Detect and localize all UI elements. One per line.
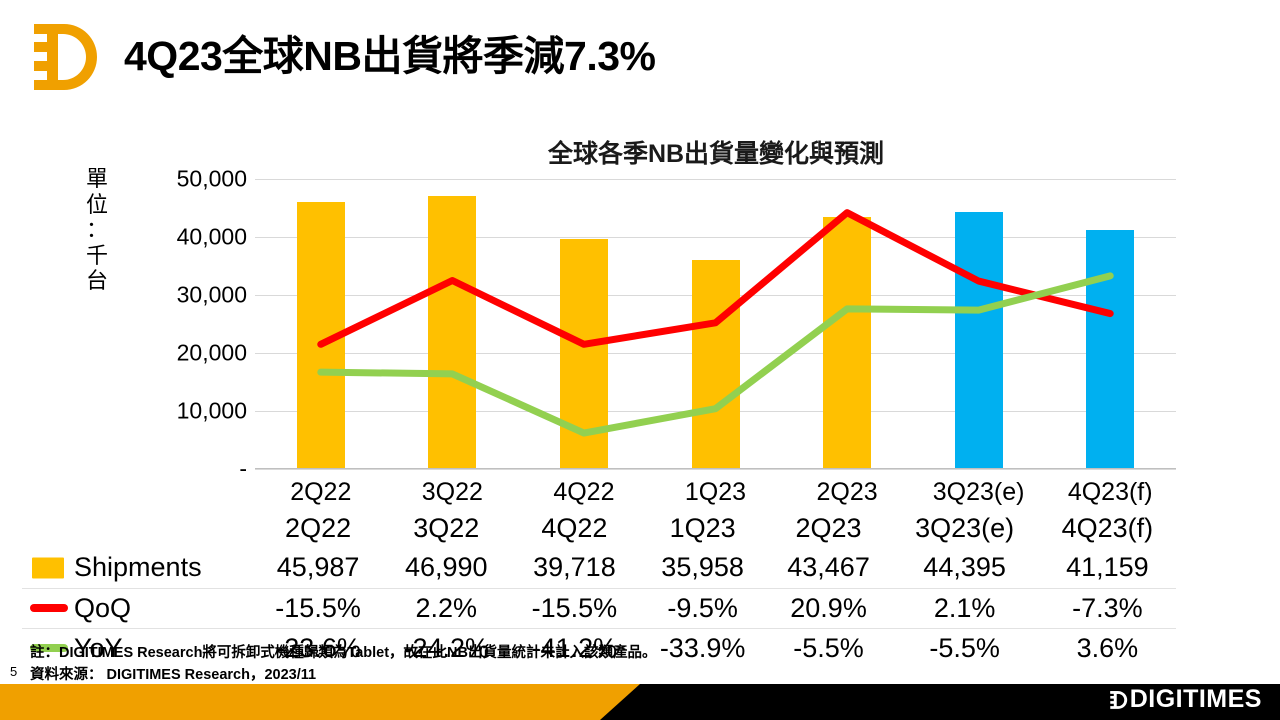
table-cell-yoy-2Q23: -5.5% [766, 627, 891, 668]
legend-marker-shipments-icon [32, 557, 64, 579]
table-row: QoQ -15.5% 2.2% -15.5% -9.5% 20.9% 2.1% -7.3% [22, 587, 1176, 628]
table-cell-shipments-2Q22: 45,987 [276, 552, 360, 583]
table-cell-yoy-2Q22: -23.6% [254, 627, 383, 668]
brand-d-icon [1109, 690, 1127, 709]
legend-item-qoq: QoQ [22, 587, 254, 628]
x-axis-tick-1Q23: 1Q23 [684, 478, 747, 506]
footnote-note: 註：DIGITIMES Research將可拆卸式機種歸類為Tablet，故在此… [30, 645, 657, 661]
table-column-header-2Q23: 2Q23 [795, 512, 862, 543]
x-axis-tick-3Q22: 3Q22 [421, 478, 483, 506]
y-axis-tick-label: 50,000 [176, 165, 247, 192]
gridline-0 [255, 469, 1176, 470]
table-column-header-3Q23(e): 3Q23(e) [915, 512, 1015, 543]
gridline-50000 [255, 179, 1176, 180]
page-title: 4Q23全球NB出貨將季減7.3% [124, 33, 656, 79]
y-axis-unit-label: 單位：千台 [82, 166, 112, 294]
table-cell-shipments-4Q23(f): 41,159 [1066, 552, 1149, 583]
plot-area [255, 179, 1176, 470]
unit-label-char-3: 千 [85, 242, 108, 268]
table-cell-qoq-3Q22: 2.2% [382, 587, 511, 628]
table-column-header-2Q22: 2Q22 [285, 512, 352, 543]
gridline-40000 [255, 237, 1176, 238]
page-number: 5 [10, 664, 18, 679]
x-axis-tick-2Q23: 2Q23 [816, 478, 878, 506]
table-cell-qoq-4Q23(f): -7.3% [1038, 587, 1176, 628]
bar-4Q23(f) [1086, 230, 1135, 469]
table-cell-shipments-4Q22: 39,718 [533, 552, 616, 583]
legend-marker-yoy-icon [30, 644, 68, 653]
legend-item-shipments: Shipments [22, 548, 254, 588]
bottom-bar-accent [0, 684, 640, 720]
legend-marker-qoq-icon [30, 604, 68, 612]
table-cell-qoq-2Q22: -15.5% [254, 587, 383, 628]
chart-title: 全球各季NB出貨量變化與預測 [547, 140, 885, 168]
table-cell-yoy-3Q23(e): -5.5% [890, 627, 1039, 668]
table-cell-yoy-4Q23(f): 3.6% [1038, 627, 1176, 668]
x-axis-labels: 2Q22 3Q22 4Q22 1Q23 2Q23 3Q23(e) 4Q23(f) [255, 478, 1176, 510]
table-column-header-4Q22: 4Q22 [541, 512, 608, 543]
footnote-source: 資料來源： DIGITIMES Research，2023/11 [30, 667, 317, 684]
y-axis-tick-label: 30,000 [176, 281, 247, 308]
unit-label-char-1: 位 [85, 191, 108, 217]
unit-label-char-0: 單 [85, 166, 108, 191]
unit-label-char-4: 台 [85, 268, 108, 294]
x-axis-tick-2Q22: 2Q22 [290, 478, 352, 506]
yoy-line [317, 272, 1114, 437]
bar-series [255, 179, 1176, 469]
x-axis-tick-4Q23(f): 4Q23(f) [1067, 478, 1153, 506]
table-cell-yoy-3Q22: -24.2% [382, 627, 511, 668]
table-cell-shipments-3Q23(e): 44,395 [923, 552, 1006, 583]
table-cell-yoy-4Q22: -41.2% [510, 627, 639, 668]
table-cell-qoq-1Q23: -9.5% [638, 587, 767, 628]
bar-1Q23 [691, 260, 740, 469]
table-column-header-4Q23(f): 4Q23(f) [1061, 512, 1154, 543]
x-axis-tick-4Q22: 4Q22 [553, 478, 615, 506]
legend-label: QoQ [74, 592, 132, 623]
brand-wordmark: DIGITIMES [1106, 685, 1262, 714]
data-table: 2Q22 3Q22 4Q22 1Q23 2Q23 3Q23(e) 4Q23(f) Shipme… [22, 508, 1176, 668]
table-cell-qoq-2Q23: 20.9% [766, 587, 891, 628]
brand-wordmark-text: DIGITIMES [1129, 685, 1262, 713]
legend-label: YoY [74, 632, 123, 663]
y-axis-tick-label: 10,000 [176, 397, 247, 424]
table-cell-shipments-3Q22: 46,990 [404, 552, 488, 583]
table-cell-shipments-1Q23: 35,958 [661, 552, 744, 583]
bottom-bar: DIGITIMES [0, 684, 1280, 720]
y-axis-tick-label: - [239, 455, 247, 482]
table-column-header-1Q23: 1Q23 [669, 512, 736, 543]
table-cell-qoq-4Q22: -15.5% [510, 587, 639, 628]
bar-3Q23(e) [954, 211, 1003, 469]
table-row: Shipments 45,987 46,990 39,718 35,958 43,467 4… [22, 548, 1176, 588]
unit-label-char-2: ： [85, 217, 108, 243]
y-axis-tick-label: 20,000 [176, 339, 247, 366]
digitimes-d-logo-icon [34, 24, 97, 90]
legend-label: Shipments [74, 552, 202, 583]
legend-item-yoy: YoY [22, 627, 254, 668]
y-axis: 50,000 40,000 30,000 20,000 10,000 - [122, 166, 247, 482]
table-column-header-3Q22: 3Q22 [413, 512, 480, 543]
table-header-row: 2Q22 3Q22 4Q22 1Q23 2Q23 3Q23(e) 4Q23(f) [22, 508, 1176, 548]
table-cell-qoq-3Q23(e): 2.1% [890, 587, 1039, 628]
footnotes: 註：DIGITIMES Research將可拆卸式機種歸類為Tablet，故在此… [30, 642, 657, 686]
table-cell-shipments-2Q23: 43,467 [787, 552, 870, 583]
x-axis-line [255, 468, 1176, 469]
bar-2Q23 [823, 216, 872, 469]
table-row: YoY -23.6% -24.2% -41.2% -33.9% -5.5% -5.5% 3.6… [22, 627, 1176, 668]
qoq-line [317, 209, 1114, 348]
x-axis-tick-3Q23(e): 3Q23(e) [932, 478, 1025, 506]
y-axis-tick-label: 40,000 [176, 223, 247, 250]
bar-3Q22 [428, 196, 477, 469]
series-table: 2Q22 3Q22 4Q22 1Q23 2Q23 3Q23(e) 4Q23(f) Shipme… [22, 508, 1176, 668]
line-series [317, 209, 1114, 437]
table-corner-cell [22, 508, 254, 548]
table-cell-yoy-1Q23: -33.9% [638, 627, 767, 668]
